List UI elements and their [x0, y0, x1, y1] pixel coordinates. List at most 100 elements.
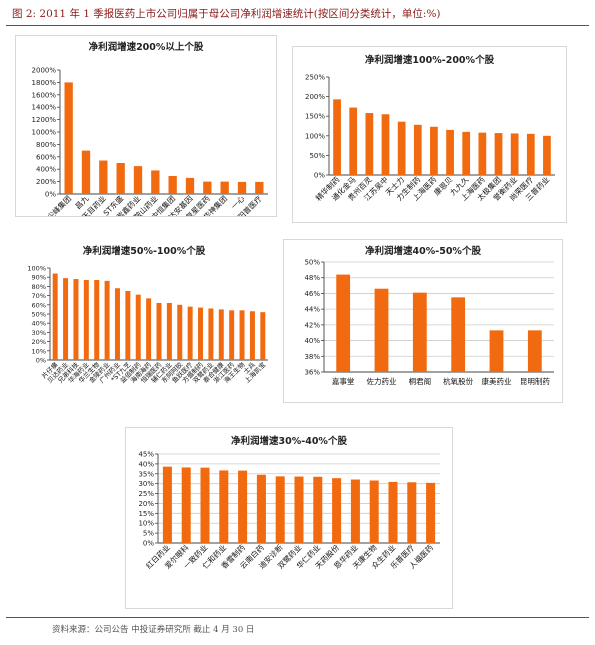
- chart-panel-40-50: 净利润增速40%-50%个股 36% 38% 40% 42% 44% 46% 48% 50% 嘉事…: [284, 240, 562, 402]
- y-tick-label: 46%: [304, 290, 320, 298]
- y-tick-label: 60%: [32, 301, 46, 309]
- bar: [412, 292, 427, 372]
- y-tick-label: 15%: [138, 510, 154, 518]
- y-tick-label: 200%: [36, 178, 56, 186]
- bar: [200, 467, 210, 543]
- y-tick-label: 50%: [309, 152, 325, 160]
- y-tick-label: 100%: [27, 265, 46, 273]
- source-note: 资料来源：公司公告 中投证券研究所 截止 4 月 30 日: [52, 625, 255, 635]
- bar: [219, 470, 229, 543]
- y-tick-label: 400%: [36, 166, 56, 174]
- y-tick-label: 30%: [32, 329, 46, 337]
- bar: [407, 482, 417, 543]
- y-tick-label: 5%: [143, 530, 154, 538]
- bar: [64, 82, 73, 194]
- y-tick-label: 36%: [304, 369, 320, 377]
- chart-panel-50-100: 净利润增速50%-100%个股 0% 10% 20% 30% 40% 50% 60% 70% 80…: [12, 240, 276, 410]
- bar: [220, 181, 229, 194]
- bar: [208, 308, 214, 360]
- bar: [494, 133, 503, 175]
- bar: [237, 181, 247, 194]
- bar: [543, 135, 551, 175]
- chart-50-100-svg: 净利润增速50%-100%个股 0% 10%20%30%40%50% 60%70%80…: [27, 245, 268, 385]
- chart-title: 净利润增速30%-40%个股: [231, 435, 347, 447]
- bar: [94, 279, 100, 360]
- y-tick-label: 50%: [304, 259, 320, 267]
- y-tick-label: 100%: [305, 132, 325, 140]
- chart-40-50-svg: 净利润增速40%-50%个股 36% 38% 40% 42% 44% 46% 48% 50% 嘉事…: [304, 245, 554, 386]
- bar: [177, 304, 183, 360]
- y-tick-label: 20%: [138, 500, 154, 508]
- bar: [181, 467, 191, 543]
- y-tick-label: 48%: [304, 274, 320, 282]
- y-tick-label: 45%: [138, 451, 154, 459]
- bar: [397, 121, 406, 175]
- chart-panel-200-plus: 净利润增速200%以上个股 0% 200% 400% 600% 800% 1000% 1200…: [16, 36, 276, 216]
- bar: [413, 124, 422, 175]
- bar: [168, 176, 177, 194]
- bar: [63, 278, 69, 360]
- y-tick-label: 40%: [32, 320, 46, 328]
- chart-title: 净利润增速200%以上个股: [89, 41, 204, 53]
- bar: [114, 288, 120, 360]
- y-tick-label: 150%: [305, 113, 325, 121]
- y-tick-label: 50%: [32, 311, 46, 319]
- y-tick-label: 1000%: [32, 129, 57, 137]
- y-tick-label: 10%: [32, 347, 46, 355]
- bar: [527, 330, 542, 372]
- bar: [381, 114, 390, 175]
- y-tick-label: 1600%: [32, 91, 57, 99]
- y-tick-label: 800%: [36, 141, 56, 149]
- bar: [374, 288, 389, 372]
- y-tick-label: 70%: [32, 292, 46, 300]
- y-tick-label: 30%: [138, 480, 154, 488]
- bar: [166, 302, 172, 360]
- bar: [162, 466, 172, 543]
- y-tick-label: 1800%: [32, 79, 57, 87]
- bar: [489, 330, 504, 372]
- y-tick-label: 25%: [138, 490, 154, 498]
- y-tick-label: 0%: [314, 172, 325, 180]
- bar: [198, 307, 204, 360]
- bar: [462, 131, 471, 175]
- y-tick-label: 80%: [32, 283, 46, 291]
- y-tick-label: 10%: [138, 520, 154, 528]
- bar: [332, 478, 342, 543]
- bar: [239, 310, 245, 360]
- y-tick-label: 35%: [138, 470, 154, 478]
- bar: [229, 310, 235, 360]
- y-tick-label: 0%: [36, 357, 46, 365]
- x-tick-label: 嘉事堂: [332, 376, 355, 386]
- chart-title: 净利润增速50%-100%个股: [83, 245, 206, 257]
- x-tick-label: 佐力药业: [367, 376, 397, 386]
- bar: [369, 480, 379, 543]
- x-tick-label: 桐君阁: [409, 376, 432, 386]
- chart-panel-100-200: 净利润增速100%-200%个股 0% 50% 100% 150% 200% 250% 精华制…: [293, 47, 566, 222]
- bar: [99, 160, 108, 194]
- y-tick-label: 1200%: [32, 116, 57, 124]
- x-tick-label: 康美药业: [482, 376, 512, 386]
- bar: [349, 107, 358, 175]
- y-tick-label: 0%: [143, 540, 154, 548]
- figure-title: 图 2: 2011 年 1 季报医药上市公司归属于母公司净利润增速统计(按区间分…: [12, 8, 441, 20]
- y-tick-label: 1400%: [32, 104, 57, 112]
- bar: [426, 482, 436, 543]
- bar: [255, 181, 264, 194]
- bar: [218, 309, 224, 360]
- bar: [185, 177, 195, 194]
- title-rule: [6, 25, 589, 26]
- bar: [350, 479, 360, 543]
- chart-100-200-svg: 净利润增速100%-200%个股0%50%100%150%200%250%精华制…: [305, 54, 555, 203]
- bar: [336, 274, 351, 372]
- y-tick-label: 600%: [36, 153, 56, 161]
- bar: [333, 99, 341, 175]
- bar: [294, 476, 304, 543]
- bar: [238, 470, 248, 543]
- y-tick-label: 40%: [304, 337, 320, 345]
- y-tick-label: 42%: [304, 321, 320, 329]
- bar: [275, 476, 285, 543]
- bar: [446, 129, 454, 175]
- y-tick-label: 250%: [305, 74, 325, 82]
- bar: [478, 132, 487, 175]
- bar: [365, 113, 374, 175]
